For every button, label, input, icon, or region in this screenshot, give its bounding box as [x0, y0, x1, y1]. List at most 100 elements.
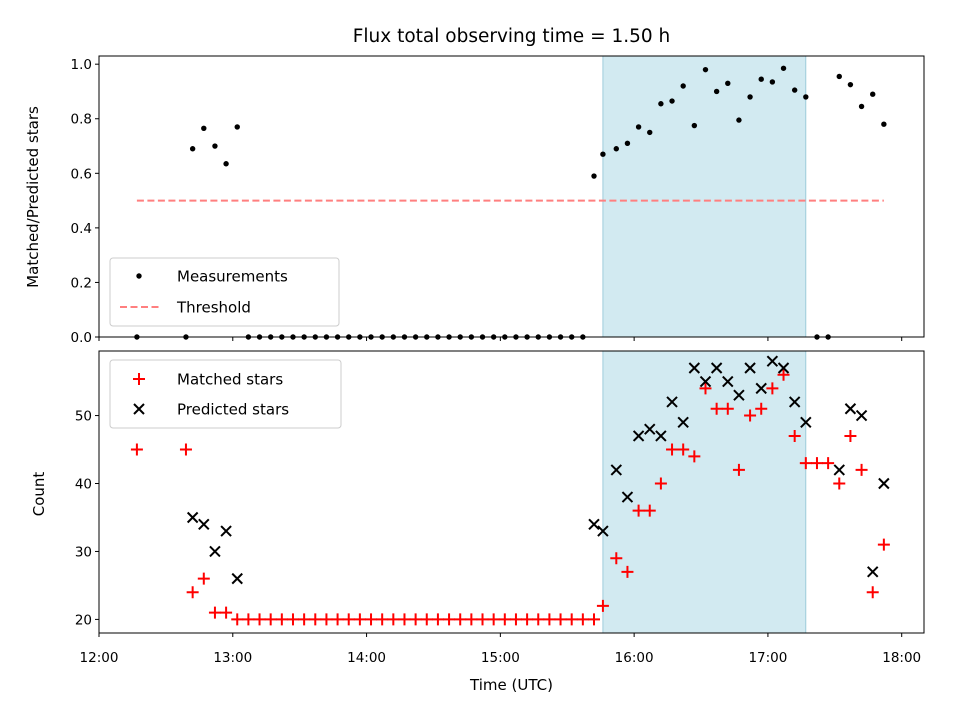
predicted-stars-point	[867, 566, 879, 578]
predicted-stars-point	[220, 525, 232, 537]
matched-stars-point	[253, 613, 266, 626]
predicted-stars-point	[722, 375, 734, 388]
matched-stars-point	[242, 613, 255, 626]
predicted-stars-point	[733, 389, 745, 401]
measurements-point	[680, 83, 686, 89]
matched-stars-point	[666, 443, 679, 456]
matched-stars-point	[398, 613, 411, 626]
predicted-stars-point	[699, 375, 712, 388]
matched-stars-point	[844, 429, 857, 442]
measurements-point	[691, 122, 698, 129]
x-tick-label: 14:00	[347, 650, 386, 666]
predicted-stars-point	[688, 362, 701, 374]
matched-stars-point	[766, 382, 779, 395]
bottom-y-axis-label: Count	[30, 472, 48, 517]
measurements-point	[747, 94, 753, 100]
legend-matched-marker	[133, 373, 145, 385]
matched-stars-point	[855, 463, 868, 476]
y-tick-label: 0.6	[71, 166, 92, 182]
measurements-point	[702, 66, 709, 73]
predicted-stars-point	[655, 430, 667, 442]
matched-stars-point	[822, 457, 835, 470]
matched-stars-point	[498, 613, 511, 626]
bottom-y-ticks: 20 30 40 50	[75, 409, 99, 628]
matched-stars-point	[353, 613, 366, 626]
matched-stars-point	[231, 613, 244, 626]
y-tick-label: 0.8	[71, 112, 92, 128]
measurements-point	[758, 76, 764, 82]
matched-stars-point	[431, 613, 444, 626]
x-tick-label: 18:00	[882, 650, 921, 666]
matched-stars-point	[721, 402, 734, 415]
measurements-point	[600, 151, 606, 157]
top-legend-box	[109, 257, 340, 327]
bottom-panel-frame	[98, 350, 925, 634]
predicted-stars-point	[198, 518, 210, 530]
matched-stars-point	[554, 613, 567, 626]
x-axis-label: Time (UTC)	[469, 676, 553, 694]
y-tick-label: 40	[75, 477, 92, 493]
matched-stars-point	[565, 613, 578, 626]
measurements-point	[647, 129, 653, 136]
matched-stars-point	[699, 382, 712, 395]
matched-stars-point	[576, 613, 589, 626]
matched-stars-point	[877, 538, 890, 551]
matched-stars-point	[186, 586, 199, 599]
predicted-stars-point	[632, 430, 645, 442]
measurements-point	[769, 79, 776, 85]
matched-stars-point	[509, 613, 522, 626]
predicted-stars-point	[878, 477, 890, 490]
top-x-ticks	[98, 337, 903, 341]
measurements-point	[189, 146, 196, 152]
predicted-stars-point	[588, 518, 600, 530]
predicted-stars-point	[186, 511, 199, 524]
matched-stars-point	[342, 613, 355, 626]
predicted-stars-point	[800, 416, 812, 429]
bottom-shaded-interval	[602, 350, 807, 634]
predicted-stars-point	[744, 362, 756, 374]
predicted-stars-point	[833, 464, 845, 476]
measurements-point	[870, 91, 876, 97]
matched-stars-point	[596, 599, 609, 612]
predicted-stars-point	[621, 491, 634, 503]
matched-stars-point	[688, 450, 701, 463]
measurements-point	[881, 121, 887, 127]
matched-stars-point	[454, 613, 467, 626]
y-tick-label: 50	[75, 409, 92, 425]
predicted-stars-point	[777, 362, 790, 374]
predicted-stars-point	[677, 416, 689, 429]
predicted-stars-point	[209, 545, 221, 558]
measurements-point	[624, 140, 631, 147]
top-legend: Measurements Threshold	[109, 257, 340, 327]
x-tick-label: 17:00	[748, 650, 787, 666]
matched-stars-point	[788, 429, 801, 442]
matched-stars-point	[744, 409, 757, 422]
matched-stars-point	[298, 613, 311, 626]
x-tick-label: 12:00	[80, 650, 119, 666]
x-tick-label: 16:00	[615, 650, 654, 666]
measurements-point	[780, 65, 787, 71]
measurements-point	[791, 87, 798, 93]
matched-stars-point	[275, 613, 288, 626]
matched-stars-point	[264, 613, 277, 626]
bottom-panel-marks	[130, 355, 890, 626]
measurements-point	[658, 101, 664, 107]
matched-stars-point	[621, 565, 634, 578]
matched-stars-point	[387, 613, 400, 626]
predicted-stars-point	[788, 396, 801, 408]
y-tick-label: 0.2	[71, 275, 92, 291]
x-tick-label: 15:00	[481, 650, 520, 666]
measurements-point	[858, 103, 865, 110]
y-tick-label: 20	[75, 612, 92, 628]
bottom-legend: Matched stars Predicted stars	[109, 359, 342, 429]
matched-stars-point	[610, 552, 623, 565]
y-tick-label: 0.4	[71, 221, 92, 237]
measurements-point	[669, 98, 675, 104]
matched-stars-point	[420, 613, 433, 626]
measurements-point	[736, 117, 742, 123]
matched-stars-point	[755, 402, 768, 415]
x-tick-label: 13:00	[213, 650, 252, 666]
legend-predicted-label: Predicted stars	[177, 401, 289, 419]
matched-stars-point	[833, 477, 846, 490]
